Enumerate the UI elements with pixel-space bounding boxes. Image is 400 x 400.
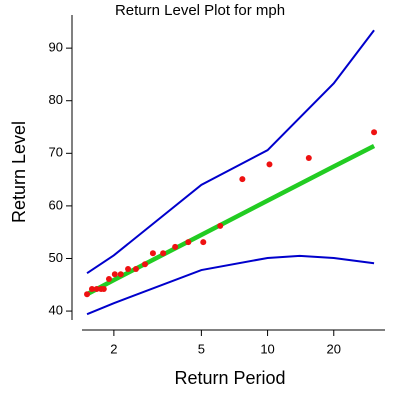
y-tick-label: 60 <box>49 197 63 212</box>
data-point <box>160 250 167 257</box>
data-point <box>305 155 312 162</box>
data-point <box>141 261 148 268</box>
y-axis-title: Return Level <box>9 121 29 223</box>
data-point <box>111 271 118 278</box>
data-point <box>371 129 378 136</box>
data-point <box>266 161 273 168</box>
chart-title: Return Level Plot for mph <box>115 2 285 19</box>
data-point <box>217 222 224 229</box>
data-point <box>185 239 192 246</box>
data-point <box>200 239 207 246</box>
fit-line <box>86 29 375 275</box>
x-tick-label: 10 <box>260 341 274 356</box>
data-point <box>105 275 112 282</box>
data-point <box>117 271 124 278</box>
data-point <box>172 243 179 250</box>
data-point <box>93 285 100 292</box>
x-tick-label: 2 <box>110 341 117 356</box>
data-point <box>132 265 139 272</box>
y-tick-label: 80 <box>49 92 63 107</box>
x-tick-label: 5 <box>198 341 205 356</box>
x-tick-label: 20 <box>327 341 341 356</box>
data-point <box>125 265 132 272</box>
y-tick-label: 90 <box>49 40 63 55</box>
data-point <box>84 291 91 298</box>
x-axis-title: Return Period <box>174 368 285 388</box>
fit-line <box>85 143 376 297</box>
y-tick-label: 40 <box>49 303 63 318</box>
y-tick-label: 70 <box>49 145 63 160</box>
y-tick-label: 50 <box>49 250 63 265</box>
data-point <box>239 176 246 183</box>
fit-line <box>86 254 375 316</box>
data-point <box>100 285 107 292</box>
data-point <box>149 250 156 257</box>
data-point <box>88 285 95 292</box>
